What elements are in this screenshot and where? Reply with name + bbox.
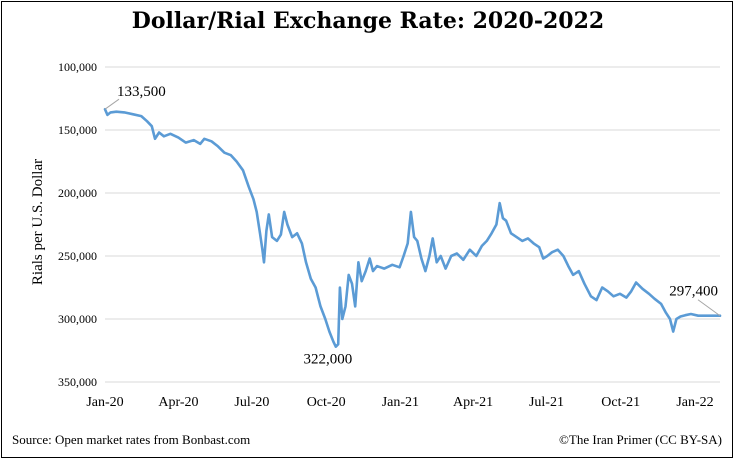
chart-title: Dollar/Rial Exchange Rate: 2020-2022 xyxy=(131,8,605,34)
y-axis-ticks: 100,000 150,000 200,000 250,000 300,000 350,0… xyxy=(58,60,97,389)
annotations: 133,500 322,000 297,400 xyxy=(104,84,721,368)
gridlines xyxy=(105,66,720,383)
y-tick-label: 150,000 xyxy=(58,123,97,137)
y-tick-label: 100,000 xyxy=(58,60,97,74)
series-lines xyxy=(103,107,722,349)
annotation-label: 133,500 xyxy=(117,84,166,100)
y-tick-label: 250,000 xyxy=(58,249,97,263)
exchange-rate-line xyxy=(103,107,722,349)
y-axis-label: Rials per U.S. Dollar xyxy=(30,159,46,285)
source-note: Source: Open market rates from Bonbast.c… xyxy=(12,432,251,447)
y-tick-label: 200,000 xyxy=(58,186,97,200)
x-tick-label: Jan-21 xyxy=(382,395,419,410)
credit-note: ©The Iran Primer (CC BY-SA) xyxy=(559,432,722,447)
annotation-label: 297,400 xyxy=(669,284,718,300)
annotation-leader xyxy=(104,98,120,110)
y-tick-label: 350,000 xyxy=(58,375,97,389)
x-tick-label: Apr-21 xyxy=(453,395,493,410)
x-tick-label: Oct-20 xyxy=(307,395,346,410)
annotation-leader xyxy=(697,299,721,317)
x-axis-ticks: Jan-20 Apr-20 Jul-20 Oct-20 Jan-21 Apr-21 Jul-… xyxy=(86,395,713,410)
x-tick-label: Jan-20 xyxy=(86,395,123,410)
annotation-label: 322,000 xyxy=(303,352,352,368)
x-tick-label: Jan-22 xyxy=(676,395,713,410)
x-tick-label: Oct-21 xyxy=(601,395,640,410)
y-tick-label: 300,000 xyxy=(58,312,97,326)
x-tick-label: Jul-20 xyxy=(234,395,269,410)
x-tick-label: Apr-20 xyxy=(158,395,198,410)
x-tick-label: Jul-21 xyxy=(529,395,564,410)
